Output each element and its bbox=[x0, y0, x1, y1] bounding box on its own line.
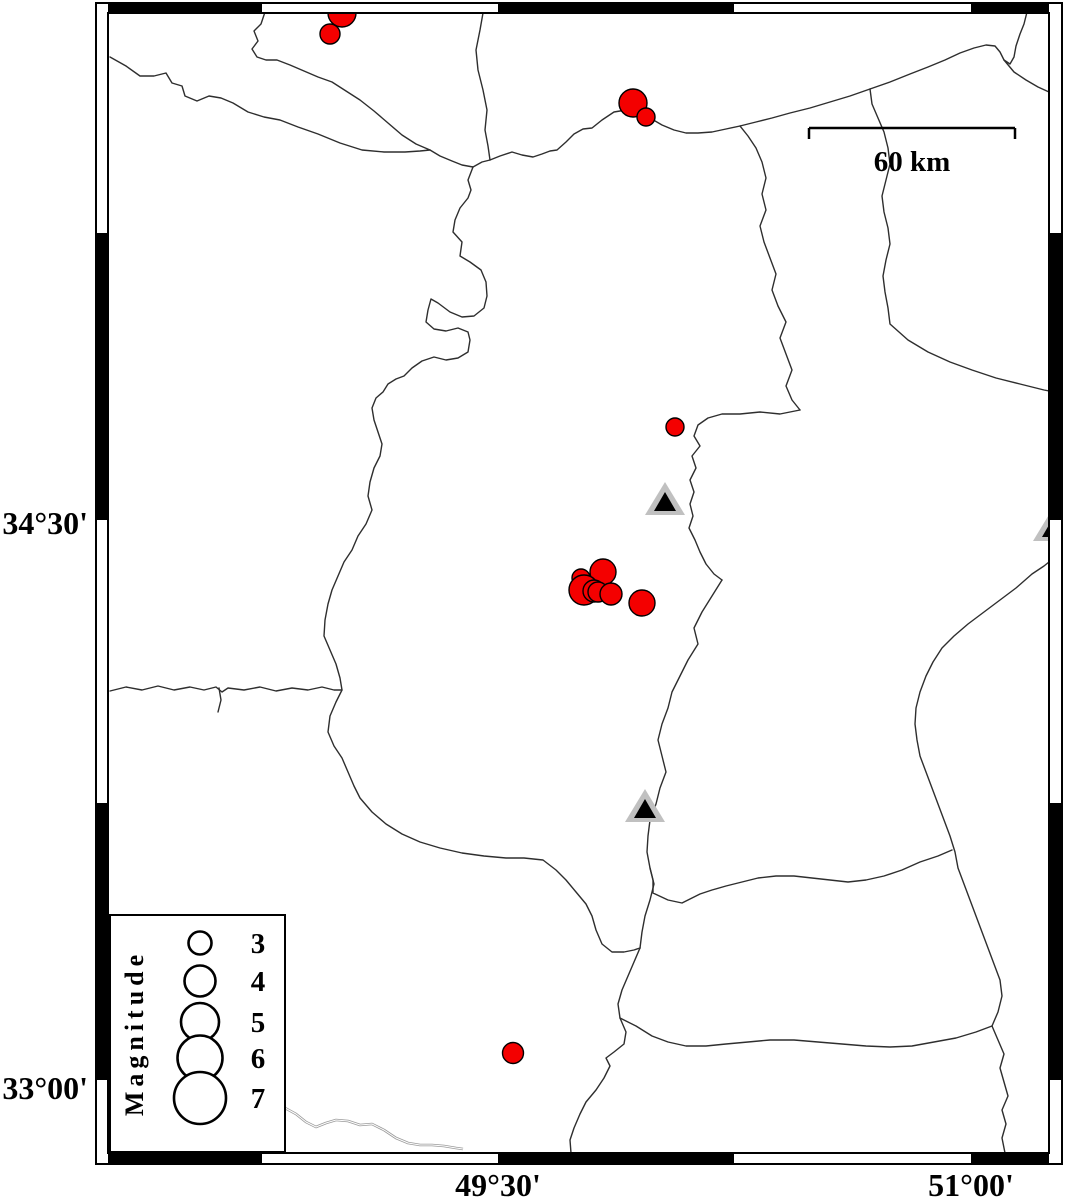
legend-title: Magnitude bbox=[120, 950, 149, 1116]
boundary-line bbox=[569, 947, 641, 1153]
river-line bbox=[284, 1106, 464, 1151]
epicenter-circle bbox=[628, 589, 656, 617]
scale-bar bbox=[807, 126, 1017, 139]
frame-inner-line bbox=[107, 12, 1050, 1154]
map-frame bbox=[95, 2, 1063, 1165]
boundary-line bbox=[251, 13, 474, 168]
station-markers bbox=[625, 482, 1049, 822]
boundary-line bbox=[739, 13, 1028, 127]
axis-labels: 34°30' 33°00' 49°30' 51°00' bbox=[2, 505, 1014, 1199]
longitude-label: 51°00' bbox=[928, 1167, 1014, 1199]
station-triangle-inner bbox=[1042, 524, 1049, 537]
boundary-line bbox=[688, 409, 801, 581]
latitude-label: 33°00' bbox=[2, 1070, 88, 1106]
boundary-line bbox=[869, 88, 1049, 392]
boundary-line bbox=[323, 166, 641, 953]
legend-magnitude-values: 3 4 5 6 7 bbox=[251, 928, 266, 1115]
legend-magnitude-value: 5 bbox=[251, 1007, 266, 1039]
epicenter-circle bbox=[636, 107, 656, 127]
epicenter-circle bbox=[327, 13, 357, 28]
frame-outer-line bbox=[95, 2, 1063, 1165]
epicenter-circle bbox=[319, 23, 341, 45]
boundary-line bbox=[217, 687, 222, 713]
boundary-line bbox=[649, 849, 953, 904]
boundary-line bbox=[619, 1017, 993, 1048]
epicenter-circle bbox=[665, 417, 685, 437]
boundary-line bbox=[109, 685, 343, 693]
boundary-line bbox=[991, 1025, 1009, 1153]
legend-size-circle bbox=[172, 1070, 228, 1126]
river-outline bbox=[284, 1106, 464, 1151]
frame-band-segments bbox=[96, 3, 1062, 1164]
legend-size-circle bbox=[187, 930, 213, 956]
station-triangle-inner bbox=[654, 492, 676, 511]
boundary-line bbox=[1003, 59, 1049, 93]
boundary-line bbox=[109, 56, 431, 153]
epicenter-circle bbox=[501, 1041, 525, 1065]
legend-magnitude-value: 6 bbox=[251, 1043, 266, 1075]
boundary-line bbox=[739, 125, 801, 411]
station-triangle-inner bbox=[634, 799, 656, 818]
boundary-line bbox=[472, 109, 741, 168]
legend-size-circle bbox=[183, 964, 217, 998]
river-centerline bbox=[284, 1107, 464, 1150]
longitude-label: 49°30' bbox=[455, 1167, 541, 1199]
scale-bar-label: 60 km bbox=[874, 146, 951, 178]
epicenter-circle bbox=[599, 582, 623, 606]
boundary-lines bbox=[109, 13, 1049, 1153]
epicenter-markers bbox=[319, 13, 685, 1065]
boundary-line bbox=[914, 561, 1049, 1027]
magnitude-legend: Magnitude 3 4 5 6 7 bbox=[109, 914, 286, 1153]
latitude-label: 34°30' bbox=[2, 505, 88, 541]
legend-magnitude-value: 3 bbox=[251, 928, 266, 960]
boundary-line bbox=[475, 13, 491, 161]
legend-size-circles bbox=[172, 930, 228, 1126]
legend-magnitude-value: 7 bbox=[251, 1083, 266, 1115]
legend-magnitude-value: 4 bbox=[251, 966, 266, 998]
